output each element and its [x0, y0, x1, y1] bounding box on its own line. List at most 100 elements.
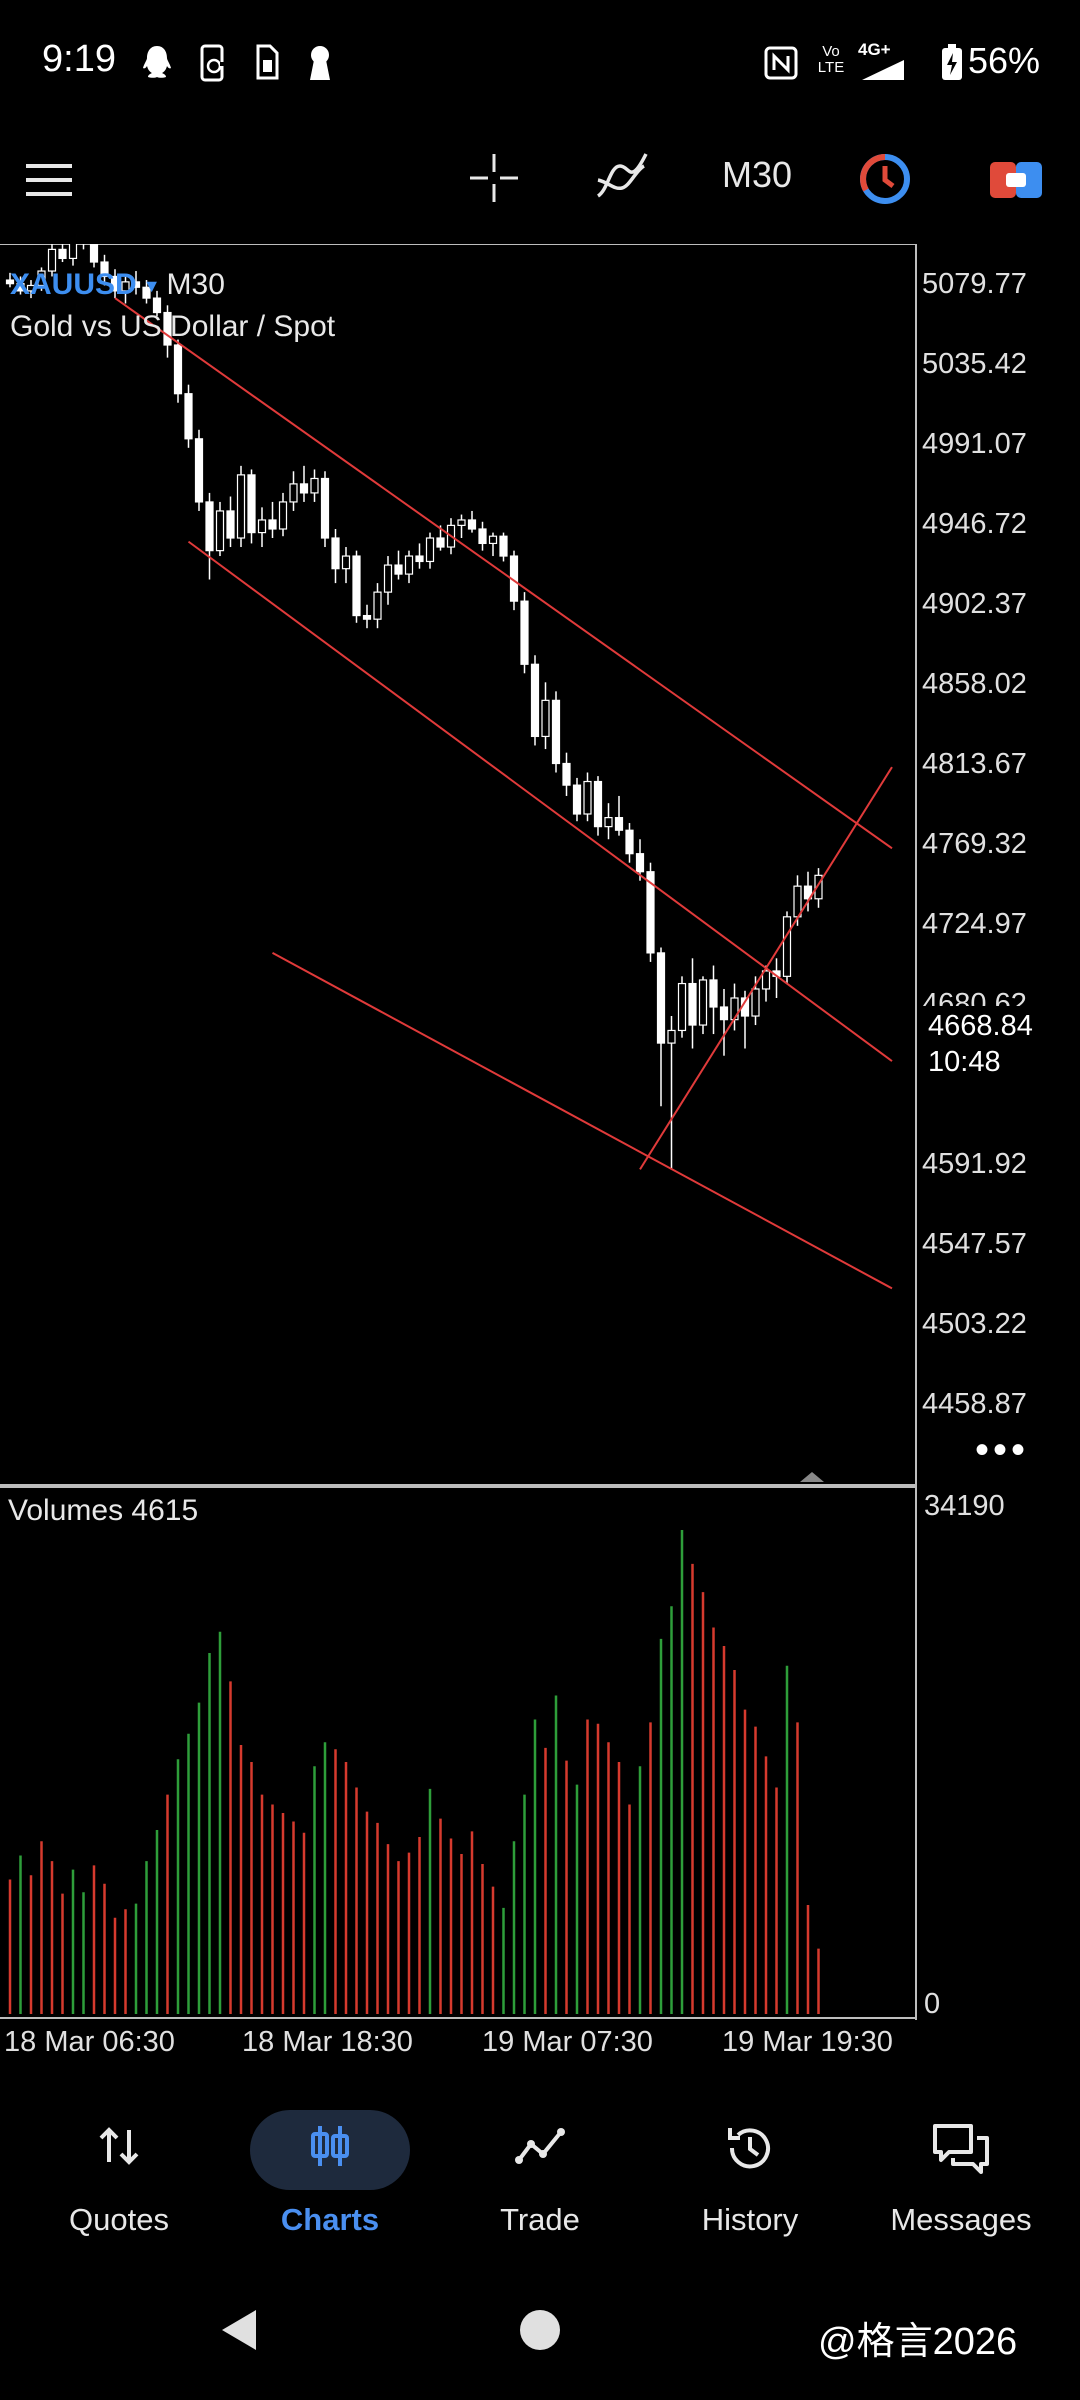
price-axis-tick: 4946.72: [922, 508, 1027, 540]
candle-bearish: [152, 297, 162, 314]
candle-bearish: [5, 279, 15, 285]
price-axis-tick: 4769.32: [922, 828, 1027, 860]
time-axis-tick: 19 Mar 19:30: [722, 2026, 893, 2058]
candle-bullish: [667, 1029, 676, 1044]
bar-countdown-label: 10:48: [928, 1046, 1001, 1078]
trendline-channel-upper: [114, 297, 893, 850]
chart-canvas[interactable]: [0, 244, 1080, 2034]
candle-bearish: [520, 600, 529, 665]
candle-bullish: [37, 270, 46, 287]
candle-bearish: [205, 501, 214, 552]
trade-line-icon: [513, 2122, 567, 2175]
candle-bearish: [173, 344, 183, 395]
candle-bearish: [268, 519, 277, 530]
candle-bearish: [394, 564, 403, 575]
nav-label: Trade: [500, 2202, 580, 2237]
candle-bullish: [257, 519, 267, 534]
nav-label: Quotes: [69, 2202, 169, 2237]
price-axis-tick: 5079.77: [922, 268, 1027, 300]
candle-bullish: [47, 248, 57, 272]
nav-charts[interactable]: Charts: [222, 2090, 438, 2250]
candle-bullish: [341, 555, 351, 570]
nav-messages[interactable]: Messages: [853, 2090, 1069, 2250]
candlestick-icon: [306, 2122, 354, 2175]
nav-label: Charts: [280, 2202, 380, 2237]
candle-bearish: [562, 762, 571, 786]
hamburger-icon[interactable]: [26, 160, 74, 205]
candle-bullish: [761, 970, 771, 990]
time-axis-tick: 19 Mar 07:30: [482, 2026, 653, 2058]
keyhole-icon: [306, 44, 334, 87]
candle-bearish: [142, 286, 151, 299]
chart-area[interactable]: [0, 244, 1080, 2034]
candle-bearish: [299, 483, 309, 494]
system-navigation-bar: [0, 2250, 1080, 2400]
volte-icon: Vo LTE: [817, 43, 845, 76]
candle-bearish: [131, 281, 141, 288]
active-tab-indicator: [250, 2110, 410, 2190]
candle-bearish: [226, 510, 235, 539]
symbol-name[interactable]: XAUUSD: [10, 268, 137, 301]
back-triangle-icon[interactable]: [220, 2308, 260, 2357]
candle-bullish: [404, 555, 414, 575]
panel-resize-handle: [800, 1472, 824, 1482]
candle-bearish: [467, 519, 477, 530]
candle-bearish: [593, 780, 603, 828]
candle-bearish: [572, 784, 582, 815]
nfc-icon: [764, 46, 798, 85]
candle-bearish: [709, 979, 718, 1008]
price-axis-tick: 4813.67: [922, 748, 1027, 780]
one-click-trade-icon[interactable]: [990, 160, 1042, 205]
candle-bearish: [635, 853, 645, 873]
nav-trade[interactable]: Trade: [432, 2090, 648, 2250]
price-axis-tick: 4902.37: [922, 588, 1027, 620]
nav-quotes[interactable]: Quotes: [11, 2090, 227, 2250]
phone-sync-icon: [196, 44, 232, 89]
current-price-box: [920, 1006, 1080, 1094]
candle-bearish: [194, 438, 204, 503]
candle-bearish: [331, 537, 340, 570]
candle-bearish: [352, 555, 361, 617]
nav-label: History: [701, 2202, 799, 2237]
crosshair-icon[interactable]: [468, 152, 520, 209]
price-axis-tick: 5035.42: [922, 348, 1027, 380]
symbol-header[interactable]: XAUUSD ▼ M30: [10, 268, 225, 302]
candle-bullish: [541, 699, 550, 738]
symbol-timeframe: M30: [166, 268, 225, 301]
quotes-arrows-icon: [95, 2122, 143, 2175]
candle-bullish: [604, 817, 613, 828]
clock-pie-icon[interactable]: [858, 152, 912, 211]
indicators-icon[interactable]: [594, 150, 650, 207]
volume-axis-max: 34190: [924, 1490, 1005, 1522]
status-time: 9:19: [42, 38, 116, 80]
chart-toolbar: M30: [0, 126, 1080, 242]
candle-bearish: [16, 283, 25, 292]
nav-history[interactable]: History: [642, 2090, 858, 2250]
candle-bullish: [278, 501, 288, 530]
candle-bullish: [782, 916, 792, 977]
battery-charging-icon: [940, 44, 964, 87]
time-axis-tick: 18 Mar 18:30: [242, 2026, 413, 2058]
candle-bullish: [698, 979, 708, 1026]
more-dots-icon[interactable]: •••: [975, 1428, 1030, 1472]
bottom-navigation: Quotes Charts Trade History Messages: [0, 2090, 1080, 2250]
home-circle-icon[interactable]: [518, 2308, 562, 2357]
candle-bearish: [656, 952, 666, 1044]
candle-bullish: [26, 284, 36, 292]
candle-bullish: [425, 537, 435, 563]
candle-bullish: [236, 474, 246, 539]
candle-bearish: [163, 311, 172, 346]
timeframe-button[interactable]: M30: [722, 154, 793, 195]
price-axis-tick: 4591.92: [922, 1148, 1027, 1180]
volumes-label: Volumes 4615: [8, 1494, 199, 1527]
candle-bullish: [677, 982, 687, 1032]
candle-bearish: [646, 871, 655, 954]
candle-bearish: [415, 555, 424, 563]
candle-bearish: [100, 261, 109, 278]
symbol-dropdown-icon[interactable]: ▼: [142, 275, 161, 296]
candle-bearish: [247, 474, 256, 534]
network-type-label: 4G+: [858, 40, 891, 59]
candle-bearish: [362, 614, 372, 620]
sim-card-icon: [254, 44, 280, 87]
candle-bearish: [551, 699, 561, 765]
